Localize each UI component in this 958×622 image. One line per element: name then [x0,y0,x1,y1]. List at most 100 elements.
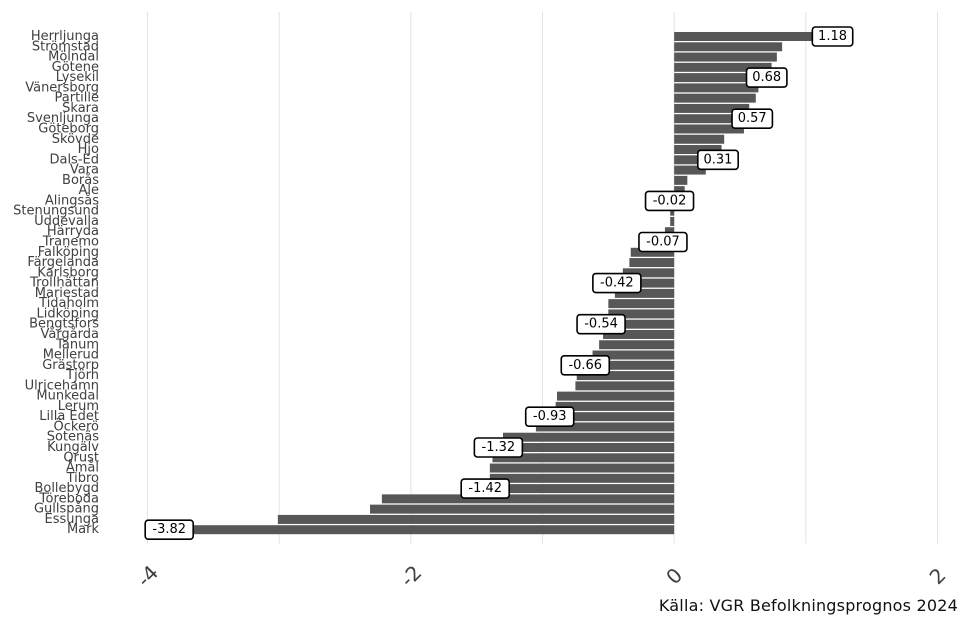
bar [674,165,706,175]
y-tick-label: Alingsås [45,193,99,208]
y-tick-label: Essunga [45,512,99,527]
y-tick-label: Tjörn [65,368,99,383]
bar [674,145,722,155]
bar [575,381,675,391]
y-tick-label: Götene [52,60,99,75]
bar [592,350,675,360]
y-tick-labels: HerrljungaStrömstadMölndalGöteneLysekilV… [13,29,99,537]
bar [674,103,750,113]
y-tick-label: Ulricehamn [25,378,99,393]
data-label-text: -1.32 [482,440,516,455]
data-label-text: 0.57 [738,111,767,126]
x-tick-labels: -4 -2 0 2 [132,560,951,591]
data-label: -0.54 [576,313,626,335]
y-tick-label: Öckerö [54,417,100,434]
y-tick-label: Sotenäs [47,430,100,445]
y-tick-label: Vara [70,163,99,178]
bar [381,494,675,504]
bar [603,329,675,339]
data-label-text: 1.18 [818,29,847,44]
bar [674,134,725,144]
y-tick-label: Tidaholm [38,296,99,311]
data-label-box [696,149,739,171]
bar [277,514,675,524]
data-label-box [576,313,626,335]
data-label-box [560,354,611,376]
data-label: -0.02 [644,190,695,212]
x-tick-label: -2 [395,560,426,591]
y-tick-label: Skara [62,101,99,116]
bar [674,124,744,134]
data-label-text: 0.68 [752,70,781,85]
y-tick-label: Gullspång [34,502,99,517]
data-label-box [745,67,788,88]
y-tick-label: Bollebygd [34,481,99,496]
y-tick-label: Uddevalla [34,214,99,229]
y-tick-label: Trollhättan [29,276,99,291]
data-label-box [811,26,854,47]
y-tick-label: Dals-Ed [49,152,99,167]
bar [492,453,675,463]
data-label: -1.32 [473,437,524,458]
bar [670,216,675,226]
y-tick-label: Lidköping [37,306,99,321]
y-tick-label: Bengtsfors [29,317,99,332]
data-label-box [473,437,524,458]
bar-layer [171,32,830,535]
bar [370,504,675,514]
bar [674,114,750,124]
y-tick-label: Strömstad [32,39,99,54]
bar [489,473,675,483]
bar [551,412,675,422]
bar [674,32,830,41]
bar [500,443,675,452]
bar [555,401,675,411]
data-label-box [731,108,774,129]
y-tick-label: Stenungsund [13,204,99,219]
y-tick-label: Mark [67,522,100,537]
y-tick-label: Tranemo [42,235,99,250]
bar [608,299,675,309]
y-tick-label: Töreboda [38,491,99,506]
x-tick-label: 0 [661,563,687,589]
data-label-text: -0.07 [646,235,680,250]
data-labels: 1.18 0.68 0.57 0.31 -0.02 -0.07 -0.42 -0.54 -0.6… [144,26,854,541]
y-tick-label: Herrljunga [31,29,99,44]
bar [674,62,772,72]
bar [674,73,764,83]
data-label-text: -0.66 [568,358,602,373]
data-label-box [144,519,194,541]
bar [603,319,675,329]
data-label-box [638,231,688,253]
bar [674,52,777,62]
bar [674,83,759,93]
y-tick-label: Borås [62,173,99,188]
y-tick-label: Ale [78,183,99,198]
bar [674,42,783,52]
y-tick-label: Lilla Edet [39,409,99,424]
y-tick-label: Lerum [58,399,99,414]
y-tick-label: Färgelanda [27,255,99,270]
y-tick-label: Kungälv [47,440,99,455]
data-label-text: -0.42 [600,276,634,291]
y-tick-label: Härryda [47,224,99,239]
data-label: -0.42 [592,272,642,294]
bar [674,175,688,185]
data-label-box [524,406,575,427]
data-label-text: -0.93 [533,409,567,424]
bar [576,371,675,381]
data-label: 0.31 [696,149,739,171]
y-tick-label: Göteborg [38,121,99,136]
data-label-text: 0.31 [704,152,733,167]
data-label: -0.93 [524,406,575,427]
data-label-text: -3.82 [152,522,186,537]
bar [674,93,756,103]
data-label-box [592,272,642,294]
x-tick-label: 2 [925,563,951,589]
y-tick-label: Svenljunga [27,111,99,126]
bar [489,463,675,473]
data-label: -1.42 [460,478,511,499]
bar [171,525,675,535]
y-tick-label: Vårgårda [40,327,99,342]
